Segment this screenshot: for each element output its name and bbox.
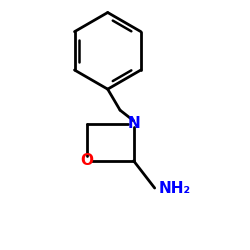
Text: O: O — [80, 153, 93, 168]
Text: N: N — [127, 116, 140, 131]
Text: NH₂: NH₂ — [158, 180, 190, 196]
